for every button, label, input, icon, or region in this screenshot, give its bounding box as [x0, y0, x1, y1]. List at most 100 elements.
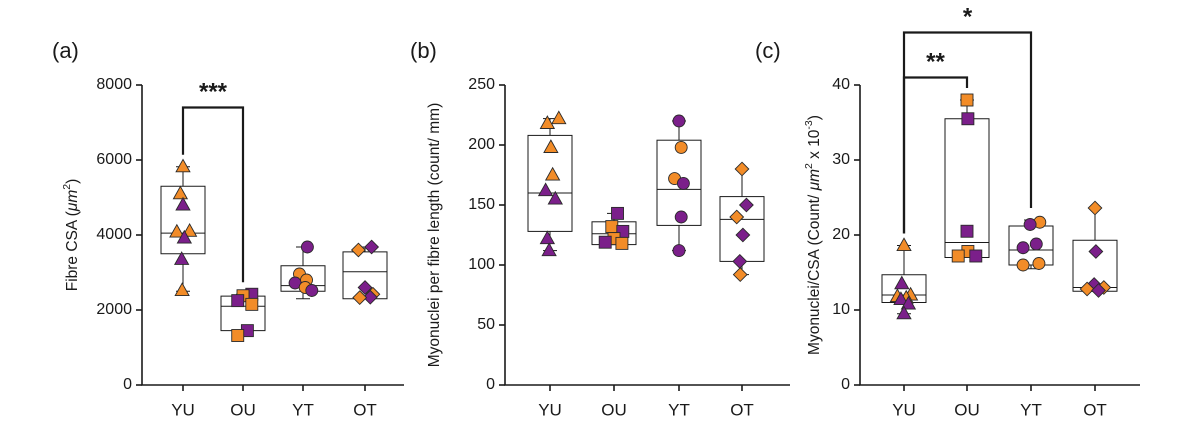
- data-point-triangle: [537, 182, 554, 197]
- y-axis-title-part: μm: [806, 169, 823, 191]
- x-tick-label: OT: [730, 400, 754, 419]
- data-point-triangle: [173, 251, 190, 265]
- x-tick-label: OU: [230, 400, 256, 419]
- y-tick-label: 40: [832, 76, 850, 93]
- y-tick-label: 100: [468, 256, 495, 273]
- panel-label: (a): [52, 38, 79, 63]
- data-point-diamond: [734, 161, 750, 177]
- data-point-triangle: [543, 139, 559, 153]
- y-tick-label: 20: [832, 226, 850, 243]
- data-point-square: [605, 220, 619, 234]
- data-point-triangle: [174, 282, 190, 297]
- data-point-triangle: [539, 115, 556, 129]
- data-point-diamond: [362, 289, 378, 305]
- x-tick-label: OU: [954, 400, 980, 419]
- x-tick-label: YT: [292, 400, 314, 419]
- data-point-triangle: [547, 190, 563, 205]
- data-point-square: [231, 294, 245, 308]
- significance-label: *: [963, 4, 973, 31]
- y-tick-label: 10: [832, 301, 850, 318]
- data-point-diamond: [729, 209, 745, 225]
- data-point-circle: [305, 284, 319, 297]
- data-point-diamond: [350, 242, 366, 258]
- panel-2: (c) 0 10 20 30 40 YU OU YT OT Myonuclei/CSA (Count…: [755, 4, 1140, 419]
- data-point-triangle: [896, 305, 912, 320]
- y-tick-label: 50: [477, 316, 495, 333]
- data-point-triangle: [175, 196, 191, 211]
- data-point-triangle: [896, 237, 912, 252]
- y-tick-label: 0: [841, 376, 850, 393]
- x-tick-label: YU: [538, 400, 562, 419]
- data-point-diamond: [364, 239, 380, 255]
- data-point-square: [951, 249, 965, 263]
- y-tick-label: 150: [468, 196, 495, 213]
- data-point-circle: [676, 176, 690, 190]
- data-point-circle: [674, 140, 688, 154]
- y-axis-title-part: -3: [803, 120, 815, 129]
- data-point-triangle: [541, 242, 557, 257]
- y-axis-title-part: Fibre CSA (: [64, 210, 81, 291]
- data-point-circle: [674, 210, 688, 224]
- x-tick-label: OT: [353, 400, 377, 419]
- data-point-diamond: [1079, 281, 1095, 297]
- x-tick-label: YU: [892, 400, 916, 419]
- data-point-triangle: [169, 223, 185, 238]
- data-point-square: [615, 236, 629, 250]
- data-point-circle: [1029, 237, 1043, 251]
- data-point-circle: [672, 114, 686, 128]
- data-point-circle: [1016, 258, 1030, 272]
- data-point-diamond: [738, 197, 754, 213]
- data-point-triangle: [893, 291, 909, 306]
- data-point-square: [611, 206, 624, 220]
- data-point-diamond: [352, 290, 368, 306]
- data-point-circle: [1023, 218, 1037, 231]
- y-axis-title-part: x 10: [806, 129, 823, 163]
- data-point-diamond: [1091, 283, 1106, 298]
- y-axis-title-part: ): [64, 179, 81, 184]
- data-point-triangle: [172, 185, 189, 200]
- data-point-triangle: [544, 166, 561, 181]
- significance-label: ***: [199, 79, 228, 106]
- y-axis-title-part: ): [806, 115, 823, 120]
- y-axis-title: Myonuclei per fibre length (count/ mm): [426, 103, 443, 367]
- x-tick-label: YT: [1020, 400, 1042, 419]
- y-tick-label: 0: [123, 376, 132, 393]
- data-point-diamond: [357, 280, 373, 295]
- significance-bracket: [181, 106, 245, 283]
- y-tick-label: 6000: [96, 151, 132, 168]
- significance-label: **: [926, 49, 945, 76]
- data-point-triangle: [175, 158, 191, 173]
- data-point-square: [961, 112, 975, 126]
- panel-label: (c): [755, 38, 781, 63]
- data-point-diamond: [732, 267, 748, 283]
- y-axis-title: Myonuclei/CSA (Count/ μm2 x 10-3): [803, 115, 823, 355]
- y-tick-label: 8000: [96, 76, 132, 93]
- data-point-square: [960, 93, 974, 107]
- y-tick-label: 0: [486, 376, 495, 393]
- data-point-triangle: [176, 229, 193, 244]
- data-point-triangle: [551, 110, 567, 125]
- panel-label: (b): [410, 38, 437, 63]
- data-point-circle: [1016, 241, 1030, 255]
- box-yu: [160, 166, 206, 292]
- y-axis-title-part: Myonuclei/CSA (Count/: [806, 190, 823, 355]
- data-point-square: [598, 235, 612, 249]
- y-tick-label: 30: [832, 151, 850, 168]
- y-tick-label: 250: [468, 76, 495, 93]
- data-point-triangle: [894, 275, 910, 290]
- panel-1: (b) 0 50 100 150 200 250 YU OU YT OT Myonuclei per …: [410, 38, 790, 419]
- panel-0: (a) 0 2000 4000 6000 8000 YU OU YT OT Fibre CSA (μ…: [52, 38, 404, 419]
- data-point-circle: [1032, 257, 1046, 270]
- significance-bracket: [902, 31, 1033, 234]
- data-point-diamond: [735, 227, 751, 243]
- data-point-circle: [672, 244, 686, 258]
- data-point-square: [245, 297, 259, 311]
- data-point-diamond: [1088, 244, 1104, 259]
- x-tick-label: YU: [171, 400, 195, 419]
- x-tick-label: OU: [601, 400, 627, 419]
- y-tick-label: 4000: [96, 226, 132, 243]
- y-axis-title-part: 2: [803, 163, 815, 169]
- axis-lines: [859, 85, 1140, 386]
- data-point-square: [969, 249, 983, 263]
